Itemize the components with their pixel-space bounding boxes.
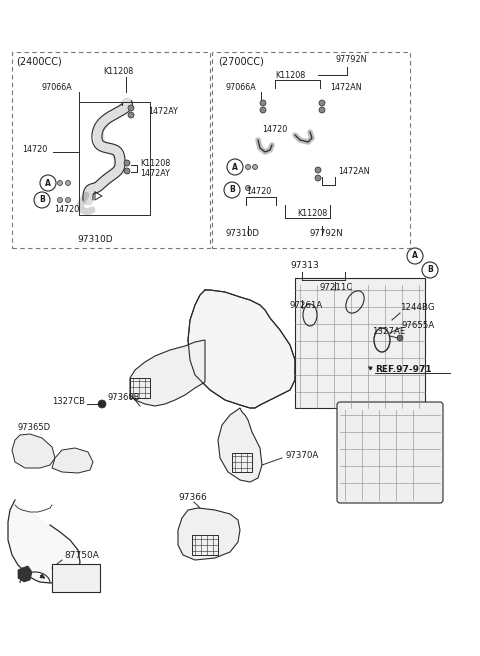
Circle shape [315, 167, 321, 173]
Text: 97310D: 97310D [225, 228, 259, 237]
Text: A: A [412, 251, 418, 260]
Text: 97366: 97366 [178, 493, 207, 501]
Polygon shape [52, 448, 93, 473]
Bar [79, 102, 150, 215]
Text: K11208: K11208 [140, 159, 170, 167]
Text: K11208: K11208 [275, 70, 305, 79]
Text: A: A [45, 178, 51, 188]
Polygon shape [218, 408, 262, 482]
Polygon shape [188, 290, 295, 408]
Polygon shape [178, 508, 240, 560]
Circle shape [245, 186, 251, 190]
Circle shape [227, 159, 243, 175]
Circle shape [260, 107, 266, 113]
Text: 1472AN: 1472AN [330, 83, 361, 92]
Circle shape [224, 182, 240, 198]
Text: 97655A: 97655A [402, 321, 435, 329]
Circle shape [260, 100, 266, 106]
Polygon shape [12, 434, 55, 468]
Circle shape [40, 175, 56, 191]
Text: 97066A: 97066A [225, 83, 256, 92]
Text: A: A [232, 163, 238, 171]
Text: 1327AE: 1327AE [372, 327, 406, 337]
Polygon shape [18, 566, 32, 582]
Circle shape [124, 168, 130, 174]
Text: 87750A: 87750A [64, 552, 99, 560]
Text: 1472AY: 1472AY [148, 108, 178, 117]
Circle shape [58, 180, 62, 186]
Circle shape [124, 160, 130, 166]
Text: 97792N: 97792N [310, 228, 344, 237]
Text: 1472AN: 1472AN [338, 167, 370, 176]
Circle shape [65, 197, 71, 203]
Text: 14720: 14720 [262, 125, 287, 134]
Text: 97066A: 97066A [42, 83, 73, 92]
Text: 1472AY: 1472AY [140, 169, 170, 178]
Circle shape [315, 175, 321, 181]
Circle shape [397, 335, 403, 341]
Text: REF.97-971: REF.97-971 [375, 365, 432, 375]
Bar [232, 453, 252, 472]
Circle shape [128, 112, 134, 118]
Text: 14720: 14720 [22, 146, 47, 155]
Circle shape [245, 165, 251, 169]
Text: B: B [229, 186, 235, 194]
Text: 97313: 97313 [290, 260, 319, 270]
Text: K11208: K11208 [103, 68, 133, 77]
Circle shape [319, 107, 325, 113]
Text: B: B [39, 195, 45, 205]
Circle shape [65, 180, 71, 186]
Text: (2400CC): (2400CC) [16, 57, 62, 67]
Text: K11208: K11208 [297, 209, 327, 218]
Bar [212, 52, 410, 248]
Text: 97261A: 97261A [290, 300, 323, 310]
Text: 97365D: 97365D [18, 424, 51, 432]
Bar [12, 52, 210, 248]
Text: 1327CB: 1327CB [52, 398, 85, 407]
Text: 97310D: 97310D [77, 236, 113, 245]
Bar [192, 535, 218, 555]
Bar [295, 278, 425, 408]
Circle shape [34, 192, 50, 208]
FancyBboxPatch shape [337, 402, 443, 503]
Circle shape [98, 400, 106, 408]
Text: 97360B: 97360B [108, 394, 141, 403]
Text: B: B [427, 266, 433, 274]
Bar [52, 564, 100, 592]
Circle shape [128, 105, 134, 111]
Text: 1244BG: 1244BG [400, 304, 434, 312]
Circle shape [252, 165, 257, 169]
Bar [130, 378, 150, 398]
Text: 97792N: 97792N [335, 56, 367, 64]
Text: 97370A: 97370A [285, 451, 318, 459]
Polygon shape [8, 500, 80, 583]
Text: 14720: 14720 [246, 188, 271, 197]
Text: (2700CC): (2700CC) [218, 57, 264, 67]
Circle shape [407, 248, 423, 264]
Text: 97211C: 97211C [320, 283, 353, 291]
Polygon shape [130, 340, 205, 406]
Text: 14720: 14720 [54, 205, 79, 215]
Circle shape [58, 197, 62, 203]
Circle shape [319, 100, 325, 106]
Circle shape [422, 262, 438, 278]
